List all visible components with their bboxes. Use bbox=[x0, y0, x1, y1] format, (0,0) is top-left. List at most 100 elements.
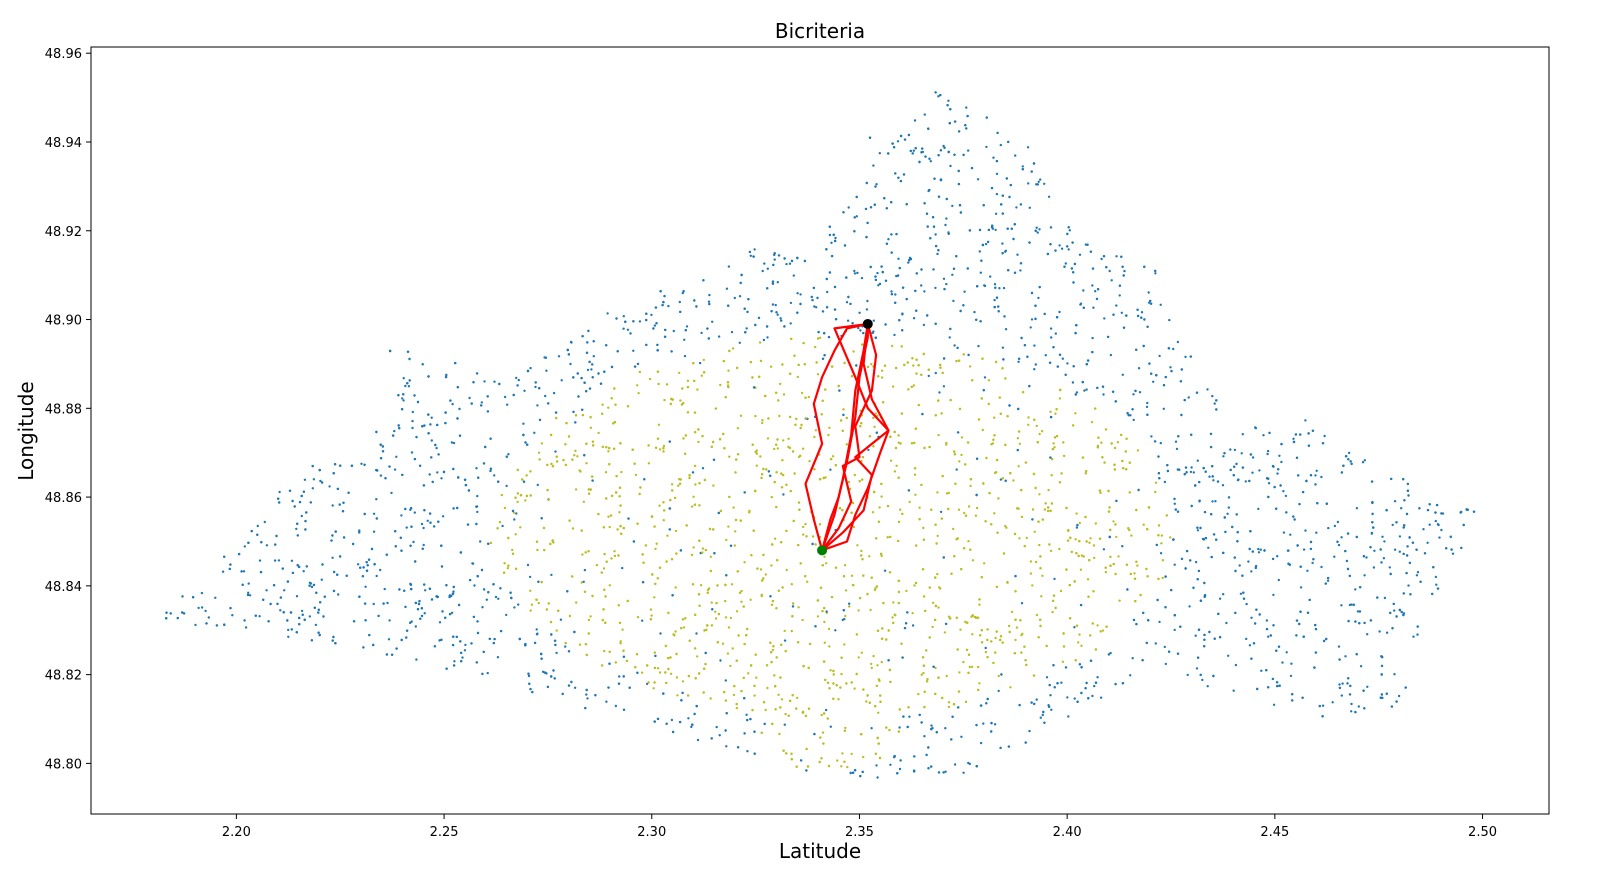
inner-node-point bbox=[826, 717, 829, 720]
inner-node-series bbox=[489, 336, 1175, 772]
outer-node-point bbox=[313, 606, 316, 609]
outer-node-point bbox=[527, 672, 530, 675]
outer-node-point bbox=[901, 286, 905, 289]
outer-node-point bbox=[276, 602, 279, 606]
inner-node-point bbox=[842, 575, 846, 578]
outer-node-point bbox=[243, 619, 246, 622]
outer-node-point bbox=[591, 363, 594, 366]
outer-node-point bbox=[1075, 391, 1079, 394]
outer-node-point bbox=[708, 302, 711, 306]
outer-node-point bbox=[331, 556, 334, 559]
inner-node-point bbox=[918, 506, 921, 509]
inner-node-point bbox=[945, 441, 948, 445]
inner-node-point bbox=[620, 532, 623, 535]
inner-node-point bbox=[917, 692, 920, 696]
inner-node-point bbox=[937, 606, 940, 609]
inner-node-point bbox=[763, 722, 766, 726]
inner-node-point bbox=[535, 540, 539, 543]
inner-node-point bbox=[564, 641, 567, 645]
outer-node-point bbox=[992, 156, 995, 159]
outer-node-point bbox=[1080, 666, 1083, 669]
outer-node-point bbox=[654, 306, 658, 309]
outer-node-point bbox=[401, 473, 404, 477]
inner-node-point bbox=[702, 358, 705, 362]
outer-node-point bbox=[857, 326, 860, 330]
inner-node-point bbox=[1053, 436, 1057, 439]
outer-node-point bbox=[1241, 574, 1244, 577]
inner-node-point bbox=[703, 478, 707, 482]
outer-node-point bbox=[585, 351, 589, 354]
outer-node-point bbox=[328, 485, 331, 488]
inner-node-point bbox=[964, 463, 967, 466]
outer-node-point bbox=[431, 480, 434, 484]
inner-node-point bbox=[735, 659, 738, 662]
inner-node-point bbox=[653, 681, 656, 684]
inner-node-point bbox=[1061, 660, 1065, 663]
inner-node-point bbox=[834, 464, 837, 467]
outer-node-point bbox=[1393, 548, 1397, 551]
outer-node-point bbox=[955, 255, 958, 258]
inner-node-point bbox=[616, 528, 619, 531]
outer-node-point bbox=[1157, 472, 1161, 475]
outer-node-point bbox=[1340, 536, 1343, 539]
outer-node-point bbox=[1102, 255, 1106, 258]
inner-node-point bbox=[936, 572, 939, 576]
inner-node-point bbox=[852, 350, 855, 353]
inner-node-point bbox=[1161, 576, 1164, 580]
outer-node-point bbox=[597, 372, 600, 375]
outer-node-point bbox=[785, 262, 788, 266]
inner-node-point bbox=[845, 682, 848, 685]
outer-node-point bbox=[1345, 559, 1349, 563]
inner-node-point bbox=[600, 664, 604, 667]
outer-node-point bbox=[404, 384, 407, 388]
inner-node-point bbox=[654, 547, 657, 551]
inner-node-point bbox=[739, 414, 743, 417]
outer-node-point bbox=[422, 484, 426, 487]
inner-node-point bbox=[866, 365, 870, 369]
inner-node-point bbox=[775, 471, 778, 474]
outer-node-point bbox=[1307, 444, 1311, 447]
outer-node-point bbox=[1147, 619, 1150, 622]
inner-node-point bbox=[617, 604, 620, 607]
outer-node-point bbox=[875, 764, 878, 767]
outer-node-point bbox=[529, 366, 532, 370]
outer-node-point bbox=[902, 715, 905, 718]
outer-node-point bbox=[322, 615, 325, 618]
inner-node-point bbox=[1044, 502, 1047, 505]
inner-node-point bbox=[1082, 555, 1085, 558]
outer-node-point bbox=[885, 242, 889, 245]
outer-node-point bbox=[994, 228, 997, 232]
outer-node-point bbox=[228, 567, 231, 571]
inner-node-point bbox=[621, 628, 624, 631]
outer-node-point bbox=[1114, 682, 1117, 686]
inner-node-point bbox=[983, 562, 986, 565]
inner-node-point bbox=[802, 341, 805, 345]
outer-node-point bbox=[1350, 462, 1353, 466]
outer-node-point bbox=[887, 238, 890, 241]
inner-node-point bbox=[994, 636, 997, 640]
outer-node-point bbox=[993, 305, 996, 309]
inner-node-point bbox=[845, 416, 848, 420]
outer-node-point bbox=[256, 524, 259, 528]
inner-node-point bbox=[1021, 391, 1025, 394]
inner-node-point bbox=[795, 707, 798, 710]
outer-node-point bbox=[847, 206, 850, 209]
outer-node-point bbox=[386, 601, 389, 605]
outer-node-point bbox=[308, 615, 311, 618]
inner-node-point bbox=[829, 669, 832, 672]
inner-node-point bbox=[971, 379, 974, 382]
inner-node-point bbox=[987, 379, 991, 382]
outer-node-point bbox=[237, 552, 241, 556]
inner-node-point bbox=[788, 415, 792, 419]
inner-node-point bbox=[655, 542, 658, 545]
outer-node-point bbox=[263, 520, 266, 524]
inner-node-point bbox=[617, 554, 620, 557]
outer-node-point bbox=[1266, 452, 1269, 456]
outer-node-point bbox=[365, 561, 368, 564]
outer-node-point bbox=[1350, 702, 1353, 706]
outer-node-point bbox=[535, 628, 538, 631]
inner-node-point bbox=[801, 710, 805, 714]
outer-node-point bbox=[1233, 465, 1236, 468]
outer-node-point bbox=[1190, 466, 1193, 469]
outer-node-point bbox=[1155, 374, 1158, 377]
